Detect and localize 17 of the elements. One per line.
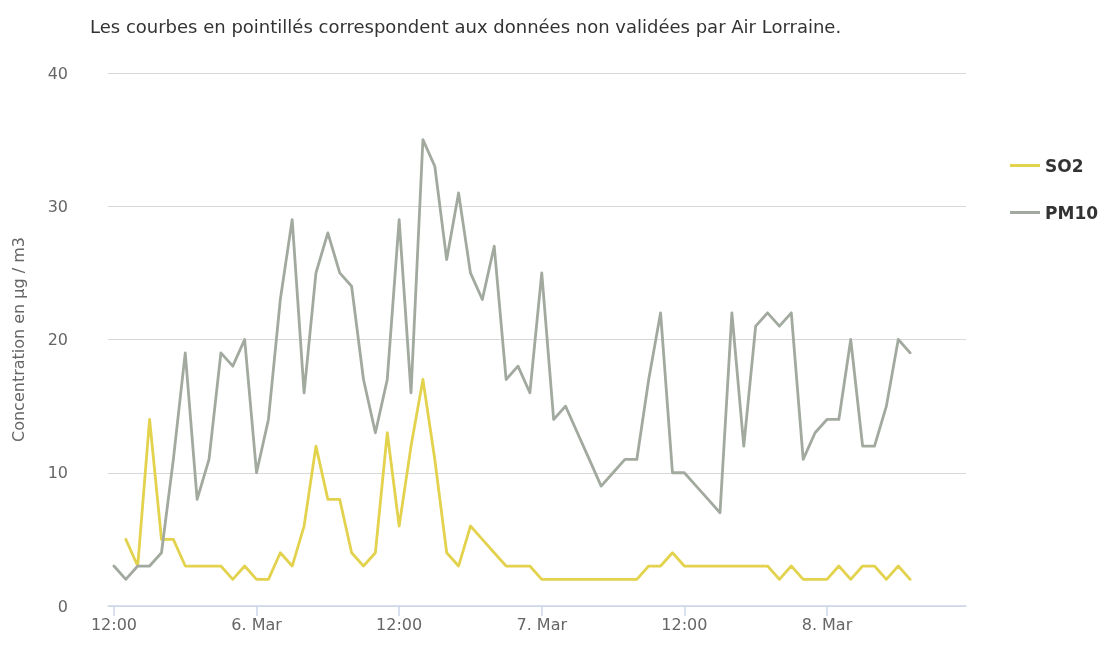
legend-label: PM10: [1045, 202, 1099, 223]
chart-title: Les courbes en pointillés correspondent aux données non validées par Air Lorraine.: [90, 15, 842, 37]
x-tick-label: 7. Mar: [516, 614, 568, 634]
y-axis-title: Concentration en µg / m3: [8, 236, 28, 443]
y-tick-label: 10: [47, 463, 68, 483]
line-series: [112, 138, 912, 581]
line-series: [124, 378, 912, 581]
x-tick-label: 12:00: [90, 614, 137, 634]
y-tick-label: 0: [57, 596, 68, 616]
x-tick-label: 12:00: [661, 614, 708, 634]
y-tick-label: 20: [47, 330, 68, 349]
y-tick-label: 30: [47, 196, 68, 216]
legend-label: SO2: [1045, 155, 1084, 176]
y-tick-label: 40: [47, 63, 68, 83]
x-tick-label: 8. Mar: [801, 614, 853, 634]
x-tick-label: 6. Mar: [231, 614, 283, 634]
x-tick-label: 12:00: [376, 614, 423, 634]
